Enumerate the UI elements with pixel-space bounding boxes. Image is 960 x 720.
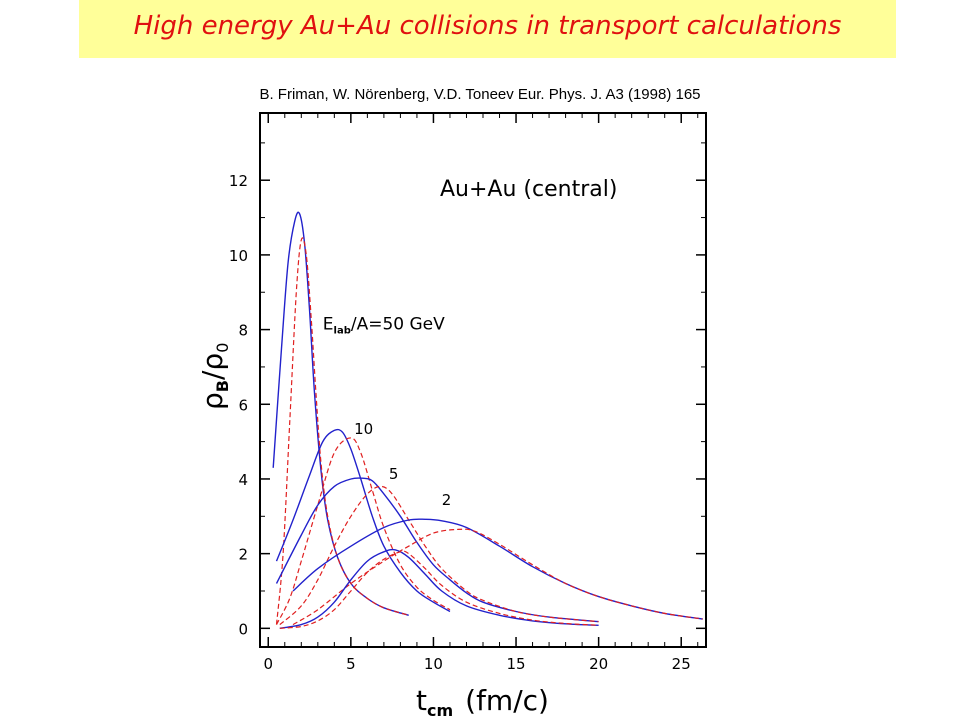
y-tick-label: 10 [229, 247, 248, 265]
dashed-curve-2 [292, 528, 703, 626]
dashed-curve-low [279, 550, 599, 629]
curve-annotation: 2 [442, 491, 452, 509]
y-tick-label: 4 [238, 471, 248, 489]
reference-citation: B. Friman, W. Nörenberg, V.D. Toneev Eur… [259, 86, 701, 103]
annotation-main: E [323, 315, 334, 335]
y-axis-label-mid: /ρ [196, 353, 229, 380]
x-axis-label: tcm (fm/c) [416, 684, 549, 720]
page-title: High energy Au+Au collisions in transpor… [133, 11, 842, 41]
x-tick-label: 0 [263, 655, 273, 673]
y-tick-label: 6 [238, 396, 248, 414]
solid-curve-5 [275, 477, 599, 623]
y-axis-label-sub2: 0 [213, 343, 232, 353]
dashed-curve-5 [279, 485, 599, 626]
y-axis-label: ρB/ρ0 [196, 343, 232, 410]
solid-curve-low [279, 548, 599, 629]
curve-annotations: Elab/A=50 GeV 10 5 2 [323, 315, 451, 510]
y-tick-label: 8 [238, 322, 248, 340]
dashed-curve-10 [275, 437, 451, 625]
solid-curve-10 [275, 428, 451, 613]
curve-annotation: 5 [389, 465, 399, 483]
x-tick-label: 20 [589, 655, 608, 673]
annotation-rest: /A=50 GeV [351, 315, 445, 335]
y-tick-label: 0 [238, 620, 248, 638]
y-tick-label: 2 [238, 546, 248, 564]
curve-annotation: Elab/A=50 GeV [323, 315, 445, 337]
x-axis-label-main: t [416, 684, 427, 717]
title-banner: High energy Au+Au collisions in transpor… [79, 0, 896, 58]
series-layer [272, 211, 703, 629]
x-axis-label-sub: cm [427, 701, 453, 720]
y-axis-label-main: ρ [196, 392, 229, 410]
x-axis-label-unit: (fm/c) [465, 684, 549, 717]
x-tick-label: 5 [346, 655, 356, 673]
x-tick-label: 15 [506, 655, 525, 673]
solid-curve-2 [292, 518, 703, 620]
annotation-sub: lab [334, 326, 351, 337]
y-axis-label-sub: B [213, 380, 232, 392]
y-tick-label: 12 [229, 172, 248, 190]
dashed-curve-50 [275, 237, 409, 625]
curve-annotation: 10 [354, 420, 373, 438]
x-tick-label: 25 [672, 655, 691, 673]
chart-title: Au+Au (central) [440, 177, 617, 202]
x-tick-label: 10 [424, 655, 443, 673]
